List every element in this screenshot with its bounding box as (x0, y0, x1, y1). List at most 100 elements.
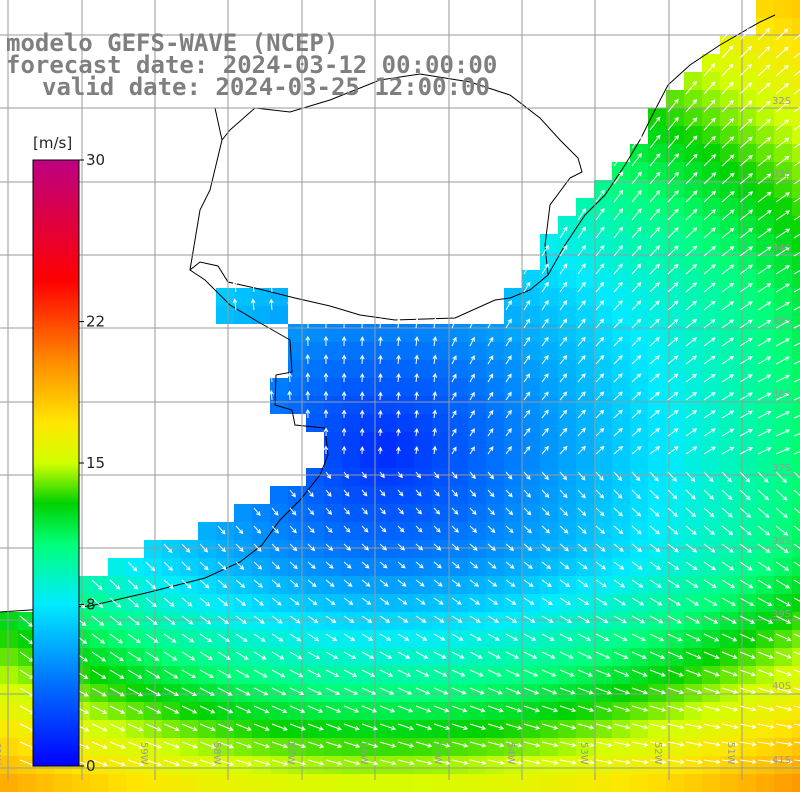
wind-arrow (757, 633, 774, 642)
speed-cell (738, 414, 756, 432)
wind-arrow (595, 471, 604, 481)
wind-arrow (289, 669, 304, 678)
wind-arrow (414, 354, 419, 365)
wind-arrow (414, 317, 420, 329)
speed-cell (720, 468, 738, 486)
speed-cell (720, 270, 738, 288)
wind-arrow (379, 669, 394, 677)
speed-cell (756, 774, 774, 792)
speed-cell (756, 0, 774, 18)
speed-cell (342, 684, 360, 702)
wind-arrow (703, 373, 716, 383)
speed-cell (90, 720, 108, 738)
speed-cell (468, 378, 486, 396)
speed-cell (756, 630, 774, 648)
wind-arrow (359, 409, 365, 419)
wind-arrow (253, 759, 271, 766)
wind-arrow (541, 489, 550, 498)
speed-cell (342, 486, 360, 504)
speed-cell (432, 684, 450, 702)
wind-arrow (577, 525, 587, 534)
wind-arrow (181, 687, 198, 696)
speed-cell (324, 360, 342, 378)
speed-cell (144, 720, 162, 738)
speed-cell (522, 306, 540, 324)
speed-cell (576, 612, 594, 630)
speed-cell (72, 774, 90, 792)
speed-cell (198, 666, 216, 684)
speed-cell (756, 612, 774, 630)
speed-cell (630, 252, 648, 270)
speed-cell (252, 684, 270, 702)
wind-arrow (595, 615, 609, 624)
speed-cell (216, 306, 234, 324)
wind-arrow (253, 687, 269, 696)
wind-arrow (271, 507, 279, 516)
wind-arrow (305, 372, 311, 383)
wind-arrow (721, 525, 734, 536)
wind-arrow (631, 579, 644, 588)
speed-cell (252, 504, 270, 522)
wind-arrow (199, 597, 211, 607)
speed-cell (522, 396, 540, 414)
speed-cell (360, 648, 378, 666)
wind-arrow (757, 471, 769, 483)
wind-arrow (541, 597, 553, 606)
wind-arrow (739, 428, 754, 437)
speed-cell (792, 666, 800, 684)
wind-arrow (577, 651, 593, 659)
wind-arrow (721, 337, 735, 347)
wind-arrow (523, 723, 541, 730)
speed-cell (666, 360, 684, 378)
speed-cell (234, 684, 252, 702)
wind-arrow (235, 633, 248, 642)
wind-arrow (415, 579, 425, 587)
wind-arrow (793, 633, 800, 638)
speed-cell (162, 594, 180, 612)
speed-cell (126, 558, 144, 576)
wind-arrow (361, 597, 372, 605)
wind-arrow (559, 633, 573, 641)
wind-arrow (415, 543, 424, 551)
wind-arrow (649, 263, 661, 275)
speed-cell (702, 90, 720, 108)
speed-cell (630, 774, 648, 792)
wind-arrow (287, 372, 293, 383)
wind-arrow (523, 391, 531, 401)
wind-arrow (649, 633, 665, 642)
wind-arrow (685, 171, 698, 185)
wind-arrow (739, 319, 753, 329)
wind-arrow (739, 63, 753, 77)
speed-cell (450, 504, 468, 522)
wind-arrow (775, 83, 790, 95)
wind-arrow (757, 338, 772, 347)
longitude-label: 55W (432, 742, 443, 765)
speed-cell (558, 450, 576, 468)
speed-cell (594, 378, 612, 396)
wind-arrow (343, 561, 352, 569)
wind-arrow (469, 355, 475, 365)
wind-arrow (523, 633, 537, 641)
wind-arrow (217, 543, 226, 553)
wind-arrow (91, 705, 108, 714)
wind-arrow (595, 244, 605, 257)
speed-cell (720, 324, 738, 342)
speed-cell (756, 396, 774, 414)
speed-cell (576, 630, 594, 648)
wind-arrow (703, 319, 716, 329)
speed-cell (792, 270, 800, 288)
wind-arrow (109, 633, 123, 644)
wind-arrow (127, 579, 139, 590)
wind-arrow (451, 723, 469, 731)
wind-arrow (487, 525, 496, 533)
wind-arrow (739, 447, 754, 455)
wind-arrow (415, 723, 433, 731)
wind-arrow (757, 228, 772, 239)
speed-cell (396, 504, 414, 522)
speed-cell (378, 774, 396, 792)
wind-arrow (451, 428, 457, 437)
wind-arrow (379, 507, 386, 515)
speed-cell (648, 270, 666, 288)
wind-arrow (667, 282, 679, 293)
speed-cell (756, 594, 774, 612)
